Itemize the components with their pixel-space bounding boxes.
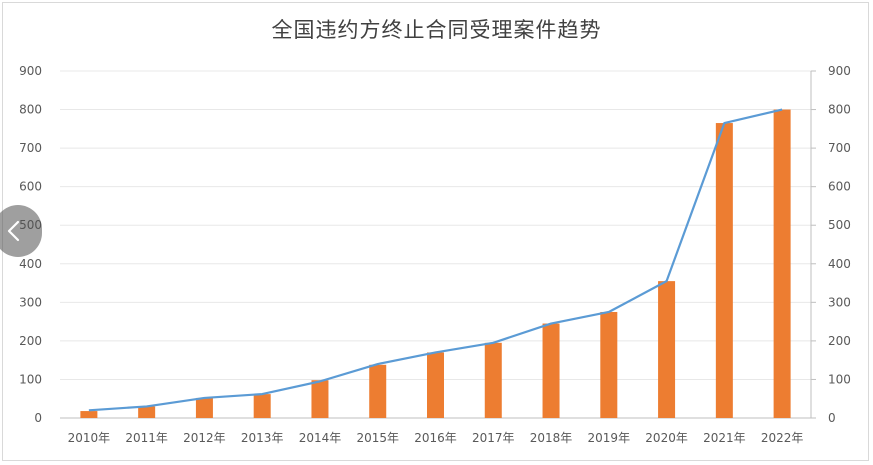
- y-left-tick-label: 0: [34, 411, 42, 425]
- y-right-tick-label: 900: [828, 64, 851, 78]
- bar: [715, 123, 733, 419]
- x-tick-label: 2017年: [472, 431, 515, 445]
- x-tick-label: 2010年: [68, 431, 111, 445]
- bar: [80, 411, 98, 418]
- bar: [484, 342, 502, 418]
- bar: [253, 394, 271, 418]
- y-left-tick-label: 400: [19, 257, 42, 271]
- y-right-tick-label: 600: [828, 180, 851, 194]
- bar: [311, 380, 329, 418]
- bar: [195, 397, 213, 418]
- y-right-tick-label: 200: [828, 334, 851, 348]
- y-right-tick-label: 300: [828, 295, 851, 309]
- bar: [369, 364, 387, 418]
- x-tick-label: 2011年: [125, 431, 168, 445]
- x-tick-label: 2020年: [645, 431, 688, 445]
- chart-title: 全国违约方终止合同受理案件趋势: [271, 18, 602, 42]
- y-left-tick-label: 200: [19, 334, 42, 348]
- y-left-tick-label: 800: [19, 103, 42, 117]
- x-tick-label: 2015年: [356, 431, 399, 445]
- x-tick-label: 2022年: [761, 431, 804, 445]
- y-left-tick-label: 300: [19, 295, 42, 309]
- x-tick-label: 2013年: [241, 431, 284, 445]
- x-tick-label: 2016年: [414, 431, 457, 445]
- bar: [658, 281, 676, 418]
- y-right-tick-label: 500: [828, 218, 851, 232]
- bar: [773, 109, 791, 419]
- bar: [600, 311, 618, 418]
- x-tick-label: 2019年: [588, 431, 631, 445]
- y-left-tick-label: 900: [19, 64, 42, 78]
- x-tick-label: 2012年: [183, 431, 226, 445]
- x-tick-label: 2021年: [703, 431, 746, 445]
- bar: [138, 406, 156, 418]
- y-right-tick-label: 400: [828, 257, 851, 271]
- prev-slide-button[interactable]: [0, 205, 42, 257]
- x-tick-label: 2018年: [530, 431, 573, 445]
- y-left-tick-label: 600: [19, 180, 42, 194]
- bar: [427, 352, 444, 418]
- chevron-left-icon: [7, 220, 20, 242]
- y-right-tick-label: 700: [828, 141, 851, 155]
- bar: [542, 323, 560, 418]
- y-left-tick-label: 700: [19, 141, 42, 155]
- y-right-tick-label: 800: [828, 103, 851, 117]
- y-right-tick-label: 0: [828, 411, 836, 425]
- x-tick-label: 2014年: [299, 431, 342, 445]
- y-left-tick-label: 100: [19, 372, 42, 386]
- y-right-tick-label: 100: [828, 372, 851, 386]
